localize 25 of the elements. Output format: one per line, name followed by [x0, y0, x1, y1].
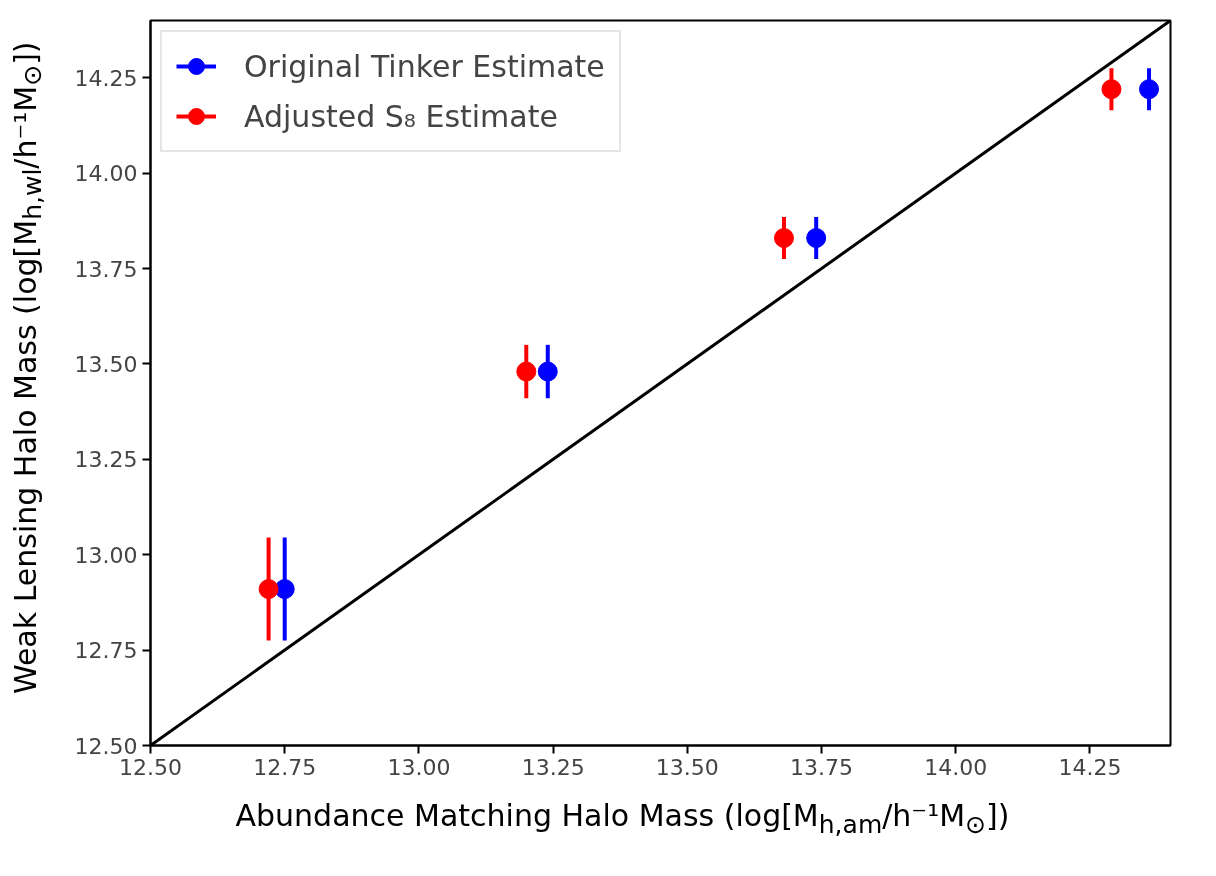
x-tick-label: 14.00 [924, 754, 988, 780]
point [516, 361, 537, 382]
x-tick-label: 13.25 [521, 754, 585, 780]
y-tick-label: 14.25 [74, 65, 138, 91]
legend-label: Original Tinker Estimate [244, 48, 605, 84]
y-tick-label: 12.75 [74, 638, 138, 664]
y-tick-label: 13.25 [74, 447, 138, 473]
point [537, 361, 558, 382]
y-tick-label: 13.50 [74, 351, 138, 377]
x-tick-label: 14.25 [1058, 754, 1122, 780]
point [1101, 79, 1122, 100]
y-tick-label: 14.00 [74, 161, 138, 187]
x-tick-label: 13.00 [387, 754, 451, 780]
x-axis-title: Abundance Matching Halo Mass (log[M$_{h,am}$/h⁻¹M$_{⊙}$]) [234, 797, 1011, 841]
point [1139, 79, 1160, 100]
y-tick-label: 13.00 [74, 542, 138, 568]
legend-label: Adjusted S₈ Estimate [244, 98, 558, 134]
point [773, 228, 794, 248]
y-tick-label: 13.75 [74, 256, 138, 282]
point [274, 579, 295, 600]
x-tick-label: 12.75 [253, 754, 317, 780]
x-tick-label: 13.75 [790, 754, 854, 780]
point [258, 579, 279, 600]
point [806, 228, 827, 248]
x-tick-label: 13.50 [655, 754, 719, 780]
